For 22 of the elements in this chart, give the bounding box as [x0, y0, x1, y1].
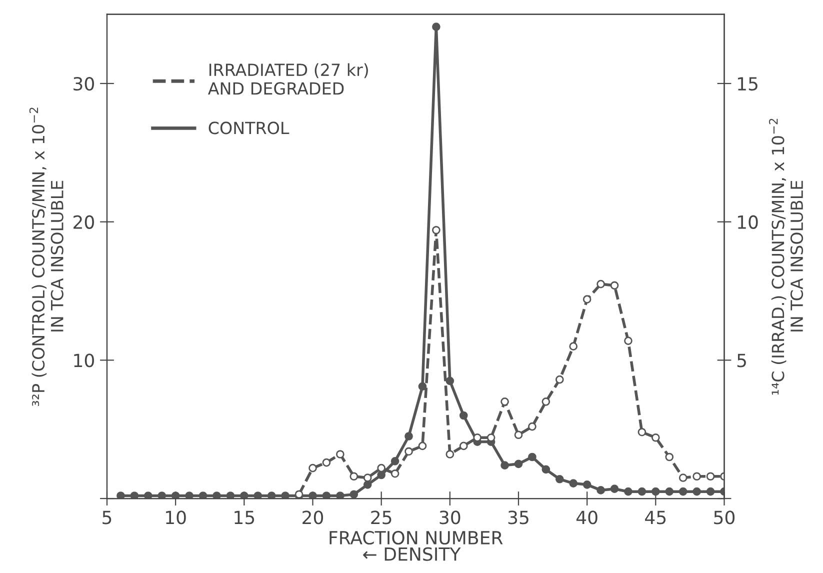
text: ¹⁴C (IRRAD.) COUNTS/MIN, x 10$^{−2}$ IN TCA INSOLUBLE — [769, 118, 804, 395]
x-tick-label: 40 — [576, 510, 598, 524]
x-tick-label: 30 — [440, 510, 460, 524]
x-tick-label: 15 — [234, 510, 254, 524]
x-tick-label: 5 — [102, 510, 112, 524]
y-tick-label: 20 — [74, 215, 94, 229]
legend-label: CONTROL — [208, 122, 290, 134]
text: ← DENSITY — [363, 547, 461, 561]
x-tick-label: 50 — [714, 510, 735, 524]
y2-tick-label: 15 — [738, 77, 758, 91]
text: ³²P (CONTROL) COUNTS/MIN, x 10$^{−2}$ IN TCA INSOLUBLE — [29, 108, 64, 406]
x-tick-label: 35 — [508, 510, 528, 524]
legend-label: IRRADIATED (27 kr) AND DEGRADED — [208, 63, 368, 95]
y-tick-label: 10 — [74, 354, 94, 368]
x-axis-title: FRACTION NUMBER — [330, 530, 503, 545]
x-tick-label: 20 — [302, 510, 324, 524]
x-tick-label: 25 — [371, 510, 392, 524]
y2-tick-label: 10 — [738, 215, 758, 229]
y-tick-label: 30 — [74, 76, 94, 91]
x-tick-label: 10 — [166, 510, 186, 524]
x-tick-label: 45 — [645, 510, 666, 524]
y2-tick-label: 5 — [737, 354, 746, 368]
